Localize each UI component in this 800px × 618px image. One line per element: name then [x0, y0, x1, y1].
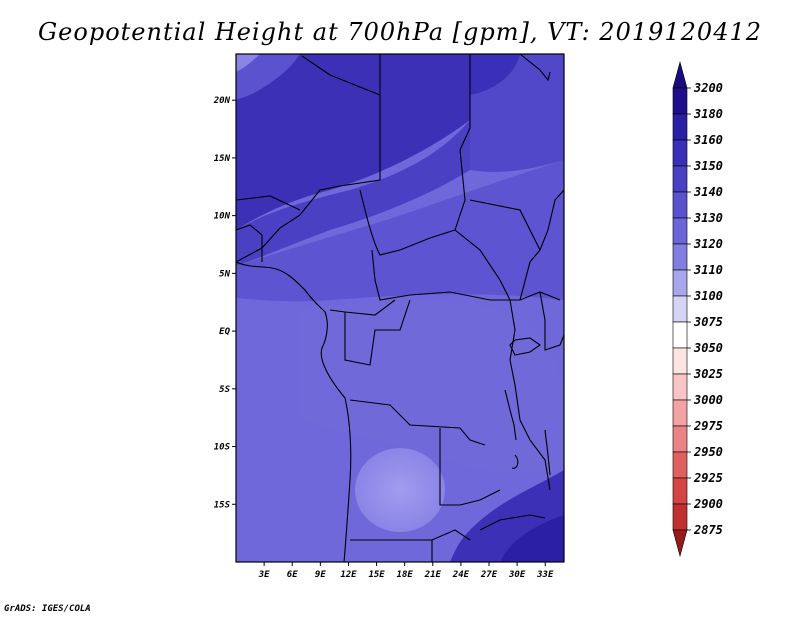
- colorbar-swatch: [672, 477, 688, 505]
- colorbar-label: 3025: [693, 367, 723, 381]
- field-region-northwest-edge: [236, 54, 260, 72]
- field-shading: [236, 54, 564, 562]
- border-mali-niger: [236, 54, 381, 263]
- colorbar-label: 3120: [693, 237, 723, 251]
- lon-tick-label: 18E: [397, 570, 414, 580]
- colorbar-swatch: [672, 347, 688, 375]
- field-region-central-band: [236, 160, 564, 302]
- border-namibia: [350, 529, 471, 541]
- lat-tick-label: 5N: [219, 269, 230, 279]
- field-region-band-3150: [236, 120, 470, 266]
- chart-title: Geopotential Height at 700hPa [gpm], VT:…: [38, 18, 762, 46]
- colorbar-swatch: [672, 139, 688, 167]
- colorbar-bottom-arrow: [672, 529, 688, 558]
- border-guinea: [236, 224, 263, 262]
- border-mauritania: [236, 195, 301, 211]
- grads-credit: GrADS: IGES/COLA: [4, 604, 91, 614]
- lon-tick-label: 3E: [258, 570, 270, 580]
- colorbar-label: 3075: [693, 315, 723, 329]
- lon-tick-label: 27E: [480, 570, 498, 580]
- border-sudan-south: [469, 199, 541, 251]
- lon-tick-label: 12E: [340, 570, 357, 580]
- lon-tick-label: 9E: [315, 570, 326, 580]
- lat-tick-label: 10S: [214, 443, 231, 453]
- field-region-south-east-dark: [500, 515, 564, 562]
- lake-malawi: [544, 429, 551, 476]
- border-congo: [344, 299, 411, 366]
- colorbar-swatch: [672, 217, 688, 245]
- field-region-congo-basin: [300, 300, 564, 475]
- border-east-rift: [509, 299, 551, 491]
- lon-tick-label: 30E: [508, 570, 526, 580]
- colorbar-label: 2875: [693, 523, 723, 537]
- lon-tick-label: 24E: [452, 570, 470, 580]
- colorbar-label: 2950: [693, 445, 723, 459]
- field-region-north-east-dark: [470, 54, 520, 95]
- field-region-north-sahel: [236, 54, 470, 230]
- latitude-ticks: 20N 15N 10N 5N EQ 5S 10S 15S: [213, 96, 236, 510]
- longitude-ticks: 3E 6E 9E 12E 15E 18E 21E 24E 27E 30E 33E: [258, 562, 554, 580]
- colorbar-swatch: [672, 269, 688, 297]
- lat-tick-label: 15N: [214, 154, 231, 164]
- lat-tick-label: 15S: [214, 500, 231, 510]
- colorbar-label: 3180: [693, 107, 723, 121]
- lon-tick-label: 21E: [424, 570, 442, 580]
- coast-red-sea: [519, 54, 551, 82]
- colorbar-swatch: [672, 451, 688, 479]
- colorbar-swatch: [672, 425, 688, 453]
- border-car-drc: [371, 249, 561, 301]
- colorbar-swatch: [672, 165, 688, 193]
- west-coastline: [236, 261, 352, 562]
- colorbar-label: 3000: [693, 393, 723, 407]
- colorbar-label: 3160: [693, 133, 723, 147]
- lon-tick-label: 6E: [287, 570, 298, 580]
- colorbar-swatch: [672, 373, 688, 401]
- lake-victoria: [509, 337, 541, 356]
- border-zambezi: [479, 514, 546, 531]
- lat-tick-label: 20N: [213, 96, 231, 106]
- colorbar-label: 2900: [693, 497, 723, 511]
- colorbar-swatch: [672, 503, 688, 531]
- colorbar-label: 3110: [693, 263, 723, 277]
- colorbar: 3200 3180 3160 3150 3140 3130 3120 3110 3100 3075…: [672, 60, 723, 558]
- colorbar-swatch: [672, 321, 688, 349]
- colorbar-swatch: [672, 191, 688, 219]
- lake-tanganyika: [504, 389, 517, 441]
- lat-tick-label: 10N: [214, 212, 231, 222]
- colorbar-swatch: [672, 243, 688, 271]
- lon-tick-label: 15E: [368, 570, 385, 580]
- border-angola-zambia: [439, 428, 501, 506]
- field-region-northwest-corner: [236, 54, 300, 100]
- border-cameroon-gabon: [329, 299, 396, 316]
- colorbar-swatch: [672, 87, 688, 115]
- lake-mweru: [511, 454, 519, 469]
- border-chad-car: [359, 189, 511, 301]
- border-uganda-kenya: [539, 291, 564, 351]
- border-angola-drc: [349, 399, 486, 446]
- colorbar-swatch: [672, 113, 688, 141]
- field-region-angola-plateau: [355, 448, 445, 532]
- lon-tick-label: 33E: [536, 570, 554, 580]
- colorbar-label: 2975: [693, 419, 723, 433]
- colorbar-top-arrow: [672, 60, 688, 89]
- colorbar-swatch: [672, 399, 688, 427]
- lat-tick-label: 5S: [219, 385, 230, 395]
- map-frame: [235, 53, 565, 563]
- colorbar-label: 3150: [693, 159, 723, 173]
- colorbar-label: 3050: [693, 341, 723, 355]
- colorbar-label: 3200: [693, 81, 723, 95]
- border-algeria-mali: [301, 55, 381, 96]
- colorbar-label: 3130: [693, 211, 723, 225]
- colorbar-label: 3140: [693, 185, 723, 199]
- border-south-sudan: [519, 189, 564, 301]
- lat-tick-label: EQ: [219, 327, 230, 337]
- colorbar-label: 3100: [693, 289, 723, 303]
- borders-layer: [236, 54, 564, 562]
- colorbar-label: 2925: [693, 471, 723, 485]
- colorbar-swatch: [672, 295, 688, 323]
- border-libya-sudan: [454, 54, 471, 231]
